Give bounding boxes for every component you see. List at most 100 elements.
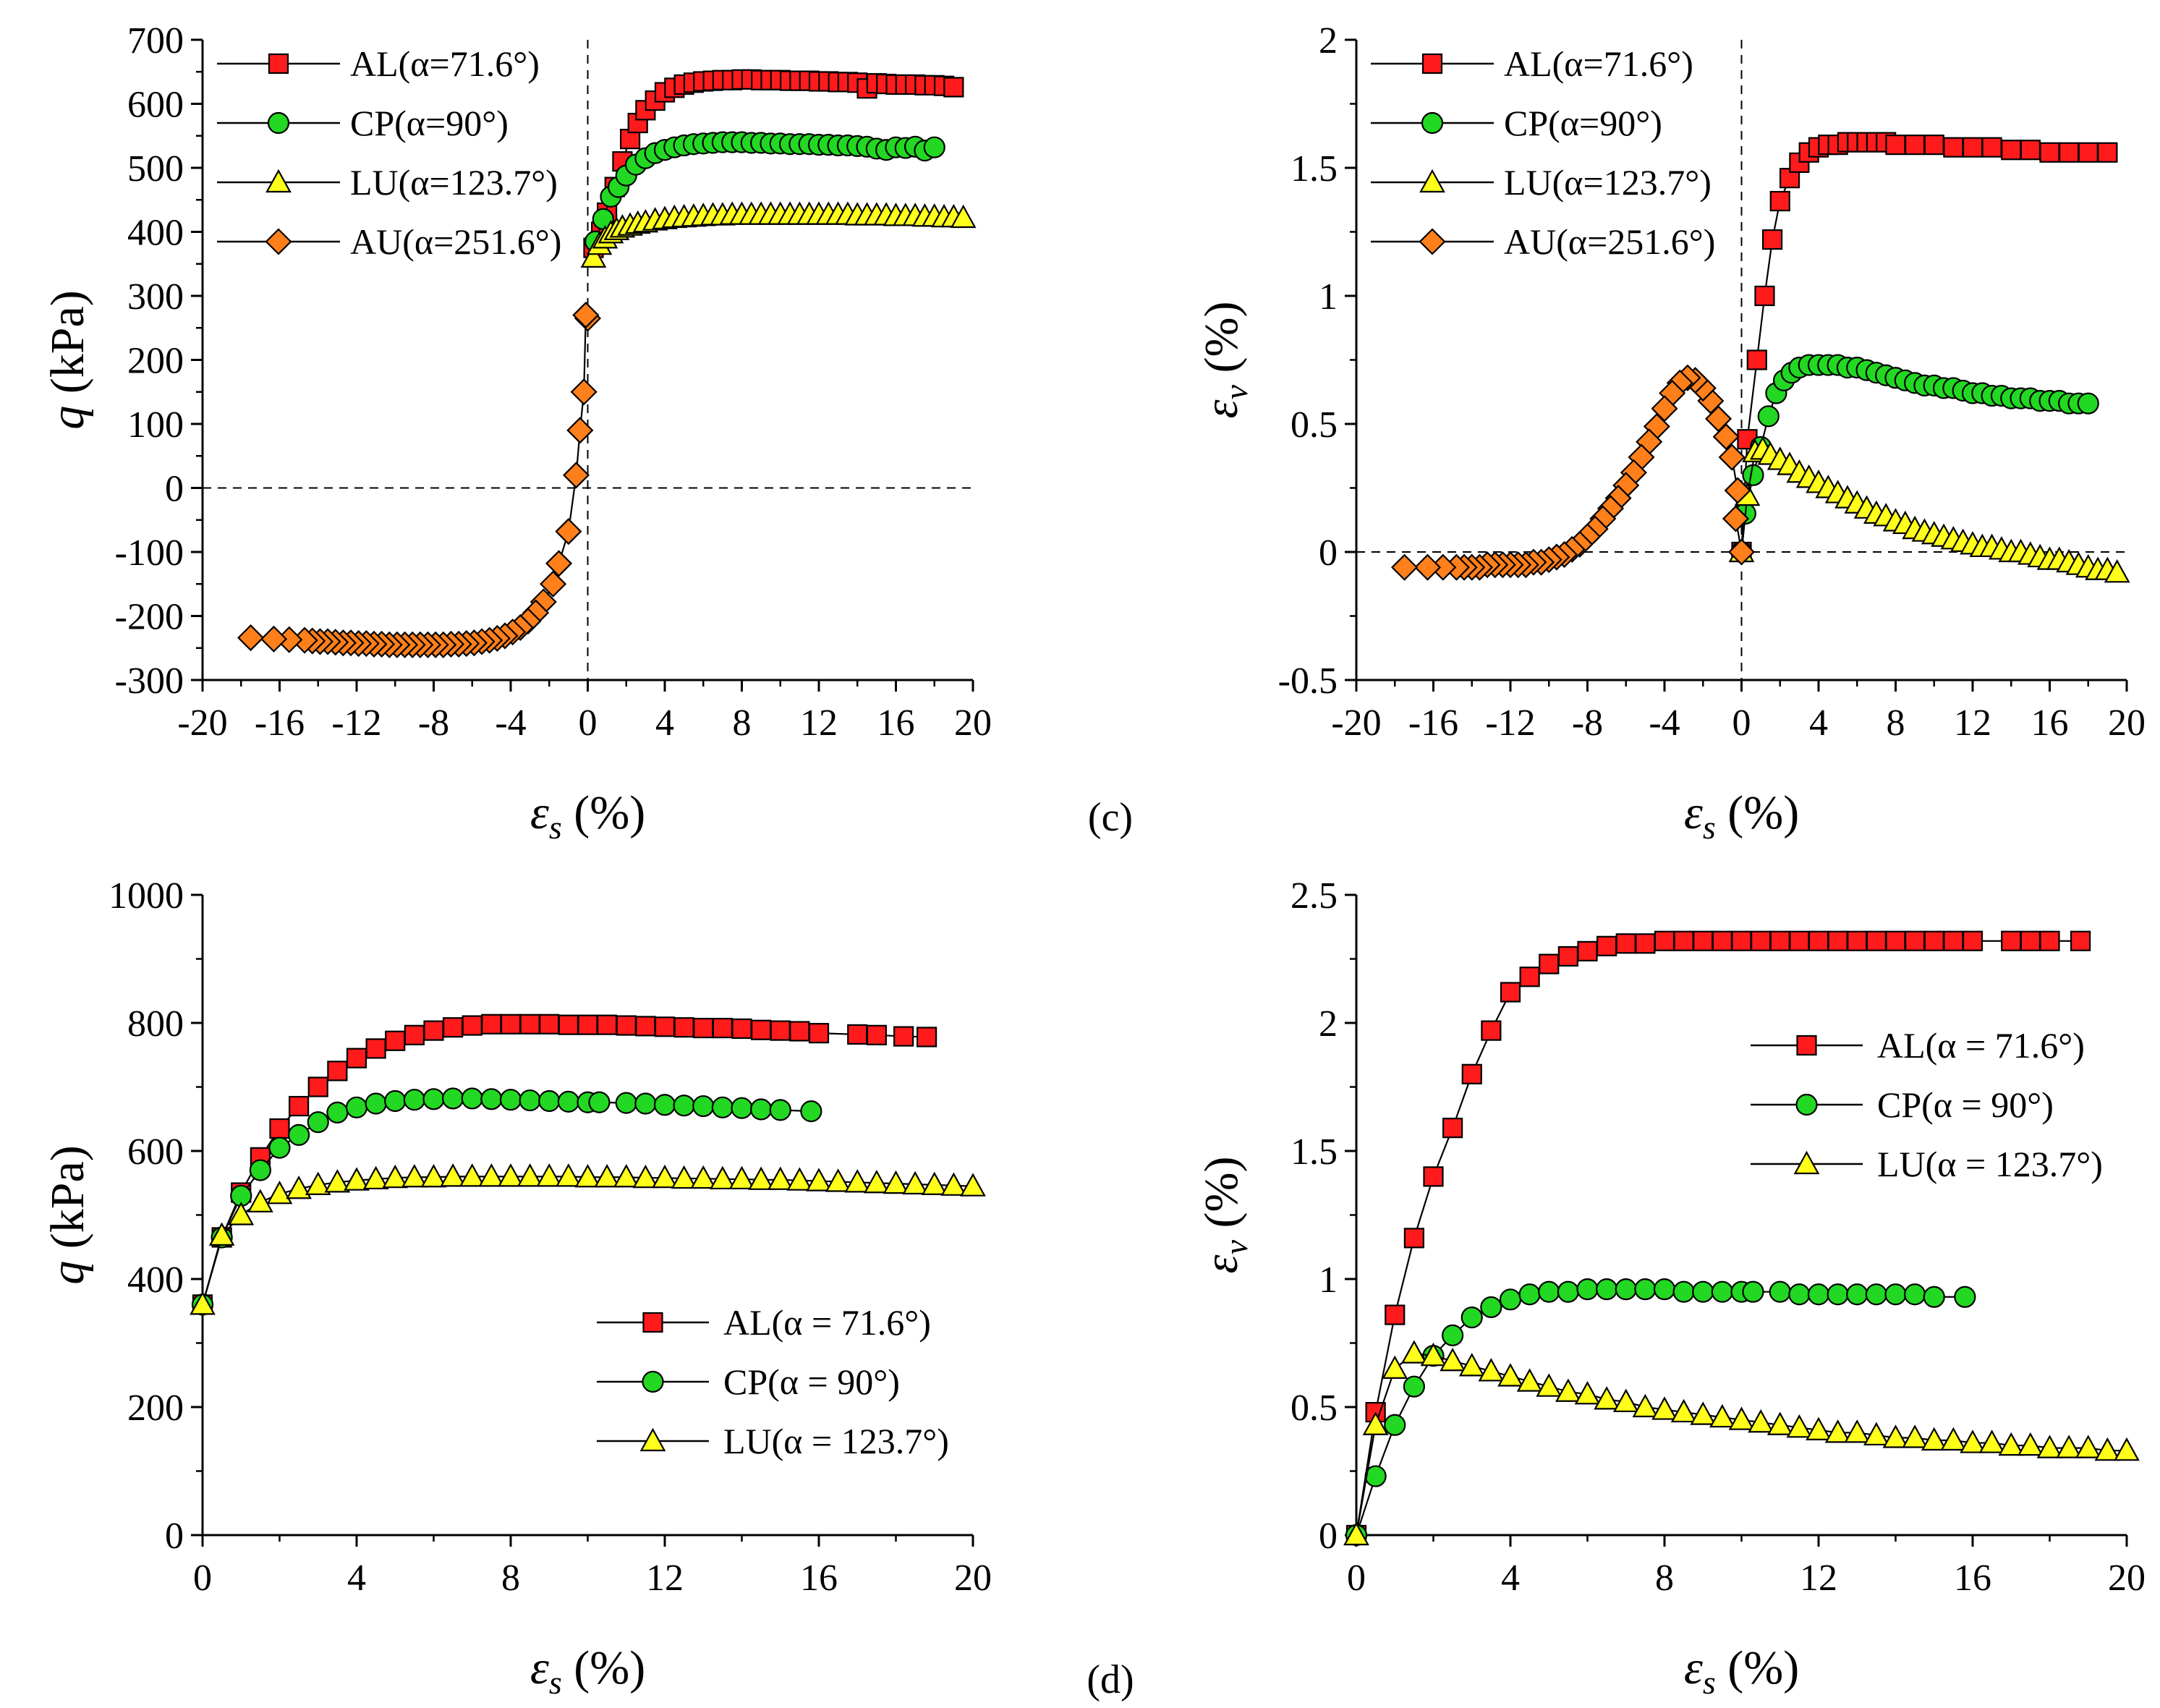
data-point-CP — [1364, 1465, 1387, 1487]
data-point-AL — [2078, 142, 2099, 163]
data-point-CP — [1538, 1280, 1560, 1303]
y-axis-label: εv (%) — [1195, 302, 1254, 419]
legend-label-AU: AU(α=251.6°) — [1504, 221, 1715, 262]
data-point-AL — [1500, 982, 1521, 1003]
data-point-AL — [1403, 1228, 1424, 1249]
legend-marker-LU — [1419, 169, 1445, 193]
data-point-CP — [288, 1123, 310, 1146]
data-point-AL — [1762, 229, 1783, 250]
legend-marker-AU — [1419, 228, 1446, 255]
data-point-LU — [498, 1163, 524, 1187]
y-tick-label: 200 — [127, 341, 184, 382]
data-point-LU — [825, 1168, 851, 1192]
legend-label-CP: CP(α=90°) — [1504, 103, 1662, 143]
data-point-AL — [1557, 946, 1578, 967]
x-tick-label: 16 — [1954, 1558, 1991, 1599]
series-AU — [237, 301, 602, 658]
data-point-AL — [1754, 285, 1775, 307]
data-point-LU — [613, 1164, 639, 1188]
data-point-LU — [2104, 559, 2130, 583]
x-tick-label: 12 — [1800, 1558, 1837, 1599]
series-LU — [190, 1163, 986, 1315]
data-point-AL — [847, 1024, 868, 1045]
data-point-AL — [1519, 966, 1540, 987]
data-point-AL — [519, 1014, 540, 1034]
data-point-AL — [1769, 190, 1790, 212]
legend-label-LU: LU(α = 123.7°) — [1877, 1144, 2103, 1184]
x-tick-label: 20 — [2108, 1558, 2146, 1599]
data-point-AL — [1596, 935, 1617, 956]
data-point-LU — [1440, 1348, 1466, 1372]
data-point-AL — [289, 1095, 310, 1117]
data-point-AU — [555, 518, 582, 545]
data-point-CP — [1742, 1280, 1764, 1303]
data-point-AL — [1615, 933, 1636, 954]
data-point-AL — [1769, 930, 1790, 951]
data-point-AU — [540, 570, 567, 598]
legend-label-AL: AL(α = 71.6°) — [1877, 1025, 2085, 1066]
data-point-CP — [2077, 392, 2099, 415]
data-point-AL — [1981, 137, 2002, 158]
x-tick-label: 8 — [1655, 1558, 1674, 1599]
data-point-CP — [249, 1159, 271, 1181]
data-point-CP — [1384, 1414, 1406, 1436]
data-point-AL — [1423, 1166, 1444, 1187]
data-point-CP — [1499, 1288, 1522, 1311]
data-point-AL — [1635, 933, 1656, 954]
y-tick-label: -100 — [115, 532, 184, 574]
legend-label-LU: LU(α=123.7°) — [1504, 162, 1712, 203]
data-point-LU — [1612, 1388, 1639, 1413]
data-point-AL — [751, 1019, 772, 1040]
data-point-AL — [943, 77, 964, 98]
data-point-LU — [2075, 1435, 2101, 1458]
data-point-LU — [1748, 1409, 1774, 1433]
data-point-AU — [1722, 505, 1750, 532]
x-tick-label: 4 — [655, 702, 674, 744]
data-point-LU — [1786, 1414, 1813, 1438]
data-point-CP — [345, 1096, 368, 1118]
y-tick-label: 1000 — [109, 875, 184, 917]
data-point-CP — [731, 1097, 753, 1119]
data-point-LU — [960, 1173, 986, 1197]
data-point-LU — [286, 1175, 312, 1199]
y-tick-label: 1.5 — [1291, 1131, 1338, 1173]
series-AL — [192, 1014, 937, 1315]
legend-marker-LU — [265, 169, 292, 193]
data-point-LU — [940, 1172, 967, 1196]
x-tick-label: -20 — [177, 702, 227, 744]
data-point-CP — [1884, 1283, 1907, 1306]
legend: AL(α=71.6°) CP(α=90°) LU(α=123.7°) AU(α=251… — [217, 43, 561, 262]
data-point-AL — [1539, 953, 1560, 974]
data-point-CP — [692, 1095, 715, 1118]
y-axis-label: εv (%) — [1195, 1157, 1254, 1274]
data-point-LU — [2094, 1437, 2121, 1461]
data-point-CP — [1865, 1283, 1887, 1306]
series-line-AL — [201, 1023, 927, 1305]
data-point-AL — [1789, 930, 1810, 951]
data-point-AU — [237, 624, 265, 652]
legend-marker-CP — [267, 111, 290, 135]
series-CP — [584, 131, 945, 252]
data-point-AL — [1923, 930, 1944, 951]
data-point-AL — [2070, 930, 2091, 951]
series-CP — [1730, 354, 2099, 564]
y-tick-label: 0 — [165, 1516, 184, 1557]
data-point-AL — [2059, 142, 2080, 163]
legend-entry-AU: AU(α=251.6°) — [1371, 221, 1715, 262]
data-point-CP — [673, 1095, 695, 1117]
data-point-AL — [1461, 1063, 1482, 1084]
data-point-AL — [577, 1014, 598, 1035]
y-tick-label: 0 — [1319, 1516, 1338, 1557]
series-AL — [1731, 132, 2118, 563]
data-point-CP — [1692, 1280, 1714, 1303]
x-axis-label: εs (%) — [1684, 786, 1799, 846]
data-point-AL — [1442, 1118, 1463, 1139]
data-point-CP — [1846, 1283, 1868, 1306]
data-point-AL — [385, 1030, 406, 1051]
data-point-AL — [1577, 940, 1598, 961]
series-LU — [1343, 1340, 2140, 1546]
x-tick-label: -12 — [1485, 702, 1535, 744]
x-axis-label: εs (%) — [1684, 1641, 1799, 1701]
data-point-LU — [1651, 1396, 1678, 1420]
data-point-AL — [2097, 142, 2118, 163]
